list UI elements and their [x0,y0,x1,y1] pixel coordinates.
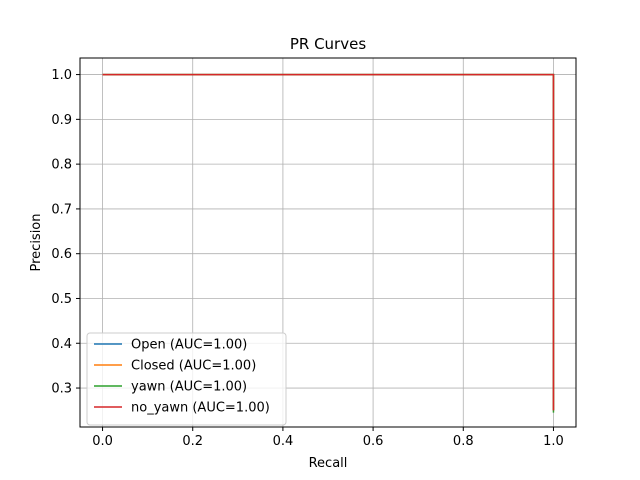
legend-entry: no_yawn (AUC=1.00) [131,401,270,416]
x-tick-label: 0.4 [273,434,294,449]
y-tick-label: 0.6 [51,247,72,262]
chart-title: PR Curves [290,35,366,53]
series-line-3 [102,73,555,411]
x-tick-label: 0.8 [453,434,474,449]
y-tick-label: 0.4 [51,337,72,352]
x-tick-label: 0.2 [182,434,203,449]
x-tick-label: 1.0 [543,434,564,449]
series-lines [102,73,555,413]
x-tick-label: 0.6 [363,434,384,449]
legend-box [86,332,287,426]
y-axis-label: Precision [29,213,44,271]
legend: Open (AUC=1.00) Closed (AUC=1.00) yawn (AU… [86,332,287,426]
y-tick-label: 0.8 [51,158,72,173]
y-tick-label: 0.9 [51,113,72,128]
legend-entry: yawn (AUC=1.00) [131,380,247,395]
y-tick-label: 1.0 [51,68,72,83]
x-axis-label: Recall [309,456,348,471]
y-tick-label: 0.7 [51,202,72,217]
x-tick-label: 0.0 [92,434,113,449]
y-tick-label: 0.5 [51,292,72,307]
plot-frame [79,57,577,428]
y-axis-ticks: 0.3 0.4 0.5 0.6 0.7 0.8 0.9 1.0 [51,68,80,397]
y-tick-label: 0.3 [51,382,72,397]
x-axis-ticks: 0.0 0.2 0.4 0.6 0.8 1.0 [92,427,564,449]
legend-entry: Open (AUC=1.00) [131,338,247,353]
legend-entry: Closed (AUC=1.00) [131,359,256,374]
